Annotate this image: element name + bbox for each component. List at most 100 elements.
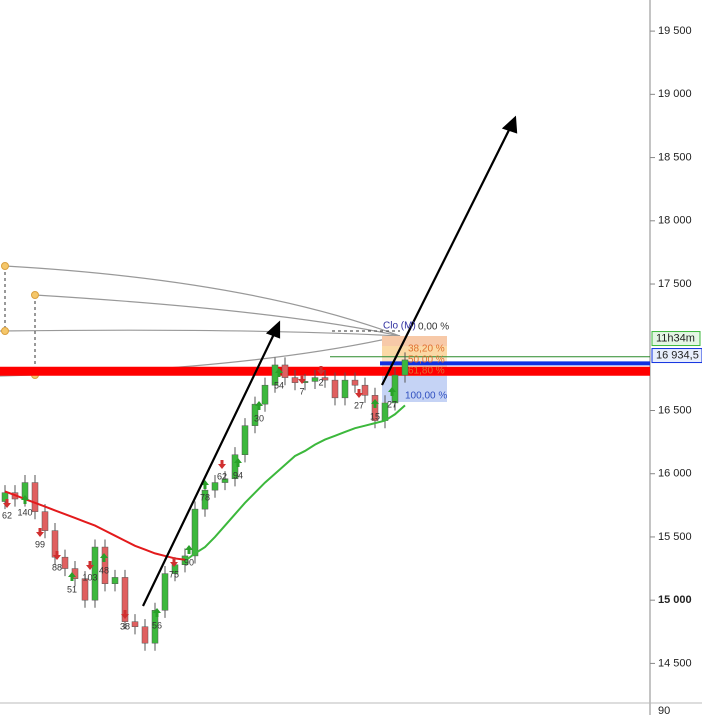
candle-body [31, 482, 39, 512]
y-axis: 19 500 19 000 18 500 18 000 17 500 16 500 16 0… [650, 25, 702, 669]
candle-body [111, 577, 119, 584]
annotation: 54 [274, 380, 284, 390]
last-price: 16 934,5 [656, 349, 699, 361]
candle-body [311, 377, 319, 382]
candle-body [351, 379, 359, 386]
annotation: 30 [254, 413, 264, 423]
fib-label: 0,00 % [418, 322, 449, 333]
signal-arrow [21, 495, 29, 504]
countdown: 11h34m [656, 332, 695, 344]
y-tick-label: 16 500 [658, 404, 692, 416]
candle-body [101, 546, 109, 584]
curve [4, 265, 401, 337]
y-tick-label: 15 000 [658, 594, 692, 606]
signal-arrow [388, 387, 396, 396]
candle-body [321, 377, 329, 381]
y-tick-label: 18 000 [658, 215, 692, 227]
candle-body [61, 556, 69, 569]
candle-body [191, 508, 199, 557]
y-tick-label: 16 000 [658, 468, 692, 480]
candle-body [131, 621, 139, 627]
last-price-box [651, 348, 702, 364]
signal-arrow [153, 608, 161, 617]
candle-body [91, 546, 99, 601]
arrow [142, 333, 275, 607]
annotation: 56 [152, 620, 162, 630]
signal-arrow [201, 480, 209, 489]
arrow [381, 127, 511, 386]
signal-arrow [185, 545, 193, 554]
zone [382, 336, 447, 346]
signal-arrow [53, 551, 61, 560]
fib-label: Clo (M) [383, 321, 416, 332]
candle-body [341, 379, 349, 399]
annotation: 38 [120, 621, 130, 631]
candle-body [281, 364, 289, 378]
candle-body [241, 425, 249, 455]
annotation: 7 [299, 386, 304, 396]
candle-body [141, 626, 149, 644]
annotation: 48 [99, 565, 109, 575]
fib-label: 38,20 % [408, 344, 445, 355]
candle-body [81, 578, 89, 601]
trend-arrows [142, 115, 518, 607]
signal-arrow [218, 460, 226, 469]
candle-body [1, 492, 9, 502]
signal-arrow [36, 528, 44, 537]
arrow-head [265, 320, 281, 339]
annotation: 88 [52, 562, 62, 572]
signal-arrow [170, 558, 178, 567]
fib-label: 100,00 % [405, 391, 447, 402]
signal-arrow [100, 553, 108, 562]
candle-body [121, 577, 129, 622]
curve [0, 329, 401, 337]
y-tick-label: 14 500 [658, 657, 692, 669]
dot [1, 262, 9, 270]
y-tick-label: 17 500 [658, 278, 692, 290]
signal-arrow [255, 401, 263, 410]
signal-arrow [68, 572, 76, 581]
signal-arrow [298, 375, 306, 384]
signal-arrow [275, 368, 283, 377]
annotation: 90 [184, 557, 194, 567]
annotation: 2 [318, 377, 323, 387]
annotation: 94 [233, 470, 243, 480]
annotation: 75 [169, 569, 179, 579]
fib-text: Clo (M) 0,00 % 38,20 % 50,00 % 61,80 % 1… [383, 321, 449, 402]
signal-arrow [317, 366, 325, 375]
signal-arrow [86, 561, 94, 570]
y-tick-label: 15 500 [658, 531, 692, 543]
annotation: 27 [387, 399, 397, 409]
candle-body [331, 379, 339, 399]
candle-body [251, 403, 259, 426]
candle-body [401, 359, 409, 376]
moving-average [184, 404, 406, 562]
annotation: 99 [35, 539, 45, 549]
candle-body [41, 511, 49, 531]
indicator-tick: 90 [658, 705, 670, 715]
zone [382, 346, 447, 356]
annotation: 78 [200, 492, 210, 502]
signal-arrow [234, 458, 242, 467]
candle-body [261, 384, 269, 405]
curve [34, 294, 401, 337]
y-tick-label: 19 000 [658, 88, 692, 100]
signal-arrow [3, 499, 11, 508]
anchor-lines [4, 266, 400, 375]
candle-body [201, 489, 209, 510]
annotation: 103 [82, 572, 97, 582]
candle-body [221, 478, 229, 483]
candle-body [211, 482, 219, 491]
fib-label: 61,80 % [408, 366, 445, 377]
annotation: 27 [354, 400, 364, 410]
candle-body [361, 384, 369, 396]
annotation: 15 [370, 411, 380, 421]
fib-label: 50,00 % [408, 355, 445, 366]
annotation: 62 [217, 471, 227, 481]
countdown-box [651, 331, 701, 347]
y-tick-label: 19 500 [658, 25, 692, 37]
annotation: 51 [67, 584, 77, 594]
annotation: 62 [2, 510, 12, 520]
